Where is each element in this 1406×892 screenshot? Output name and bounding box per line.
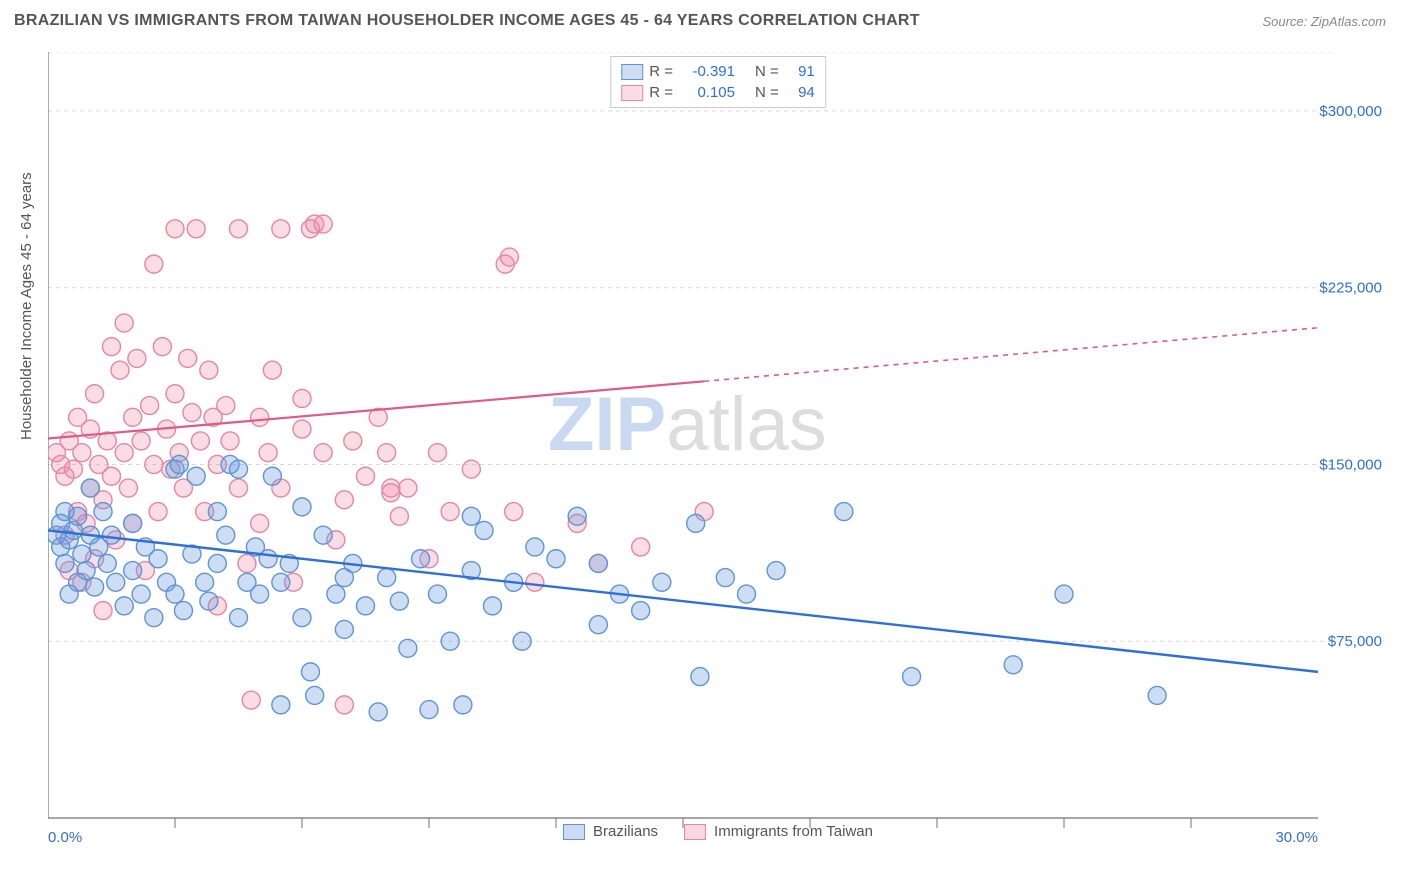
legend-row: R = 0.105 N = 94	[621, 82, 815, 103]
legend-n-label: N =	[755, 84, 779, 101]
source-label: Source: ZipAtlas.com	[1262, 14, 1386, 29]
legend-label: Immigrants from Taiwan	[714, 823, 873, 840]
svg-text:30.0%: 30.0%	[1275, 829, 1318, 842]
legend-n-label: N =	[755, 63, 779, 80]
legend-swatch	[684, 824, 706, 840]
legend-r-label: R =	[649, 84, 673, 101]
svg-text:$75,000: $75,000	[1328, 633, 1382, 650]
series-legend-item: Brazilians	[563, 823, 658, 840]
legend-r-label: R =	[649, 63, 673, 80]
legend-row: R = -0.391 N = 91	[621, 61, 815, 82]
legend-n-value: 94	[785, 84, 815, 101]
legend-r-value: -0.391	[679, 63, 735, 80]
legend-n-value: 91	[785, 63, 815, 80]
chart-container: $75,000 $150,000 $225,000 $300,000 0.0% 30.0%…	[48, 52, 1388, 842]
legend-r-value: 0.105	[679, 84, 735, 101]
series-legend: Brazilians Immigrants from Taiwan	[563, 823, 873, 840]
chart-title: BRAZILIAN VS IMMIGRANTS FROM TAIWAN HOUS…	[14, 12, 920, 30]
legend-label: Brazilians	[593, 823, 658, 840]
svg-text:$300,000: $300,000	[1319, 103, 1382, 120]
y-axis-label: Householder Income Ages 45 - 64 years	[18, 172, 35, 440]
correlation-legend: R = -0.391 N = 91 R = 0.105 N = 94	[610, 56, 826, 108]
svg-text:$225,000: $225,000	[1319, 280, 1382, 297]
svg-text:$150,000: $150,000	[1319, 456, 1382, 473]
scatter-chart: $75,000 $150,000 $225,000 $300,000 0.0% 30.0%	[48, 52, 1388, 842]
legend-swatch	[621, 85, 643, 101]
svg-text:0.0%: 0.0%	[48, 829, 82, 842]
series-legend-item: Immigrants from Taiwan	[684, 823, 873, 840]
legend-swatch	[563, 824, 585, 840]
legend-swatch	[621, 64, 643, 80]
